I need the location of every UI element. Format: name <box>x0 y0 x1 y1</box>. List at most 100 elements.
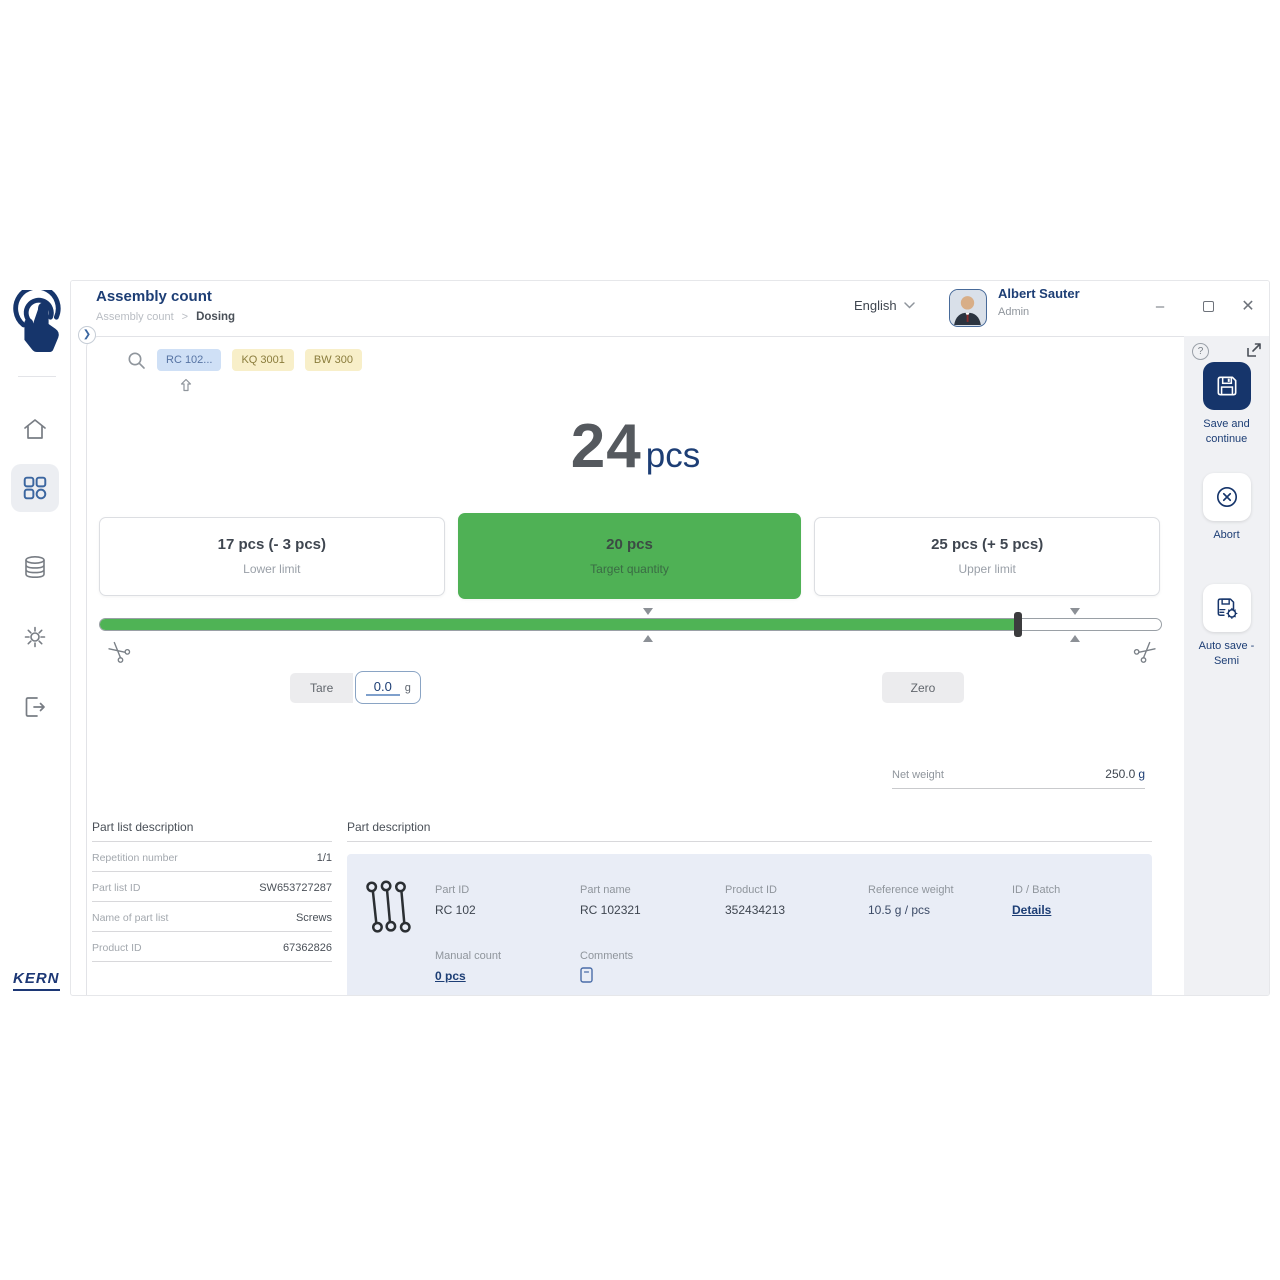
sidebar-expand-button[interactable]: ❯ <box>78 326 96 344</box>
part-tag-selected[interactable]: RC 102... <box>157 349 222 371</box>
marker-up-icon <box>1069 635 1080 642</box>
sidebar-item-settings[interactable] <box>22 624 50 652</box>
target-quantity-box[interactable]: 20 pcs Target quantity <box>457 513 802 599</box>
sidebar-item-logout[interactable] <box>22 694 50 722</box>
scissors-right-icon[interactable] <box>1131 636 1162 667</box>
field-comments: Comments <box>580 950 633 983</box>
comment-note-icon[interactable] <box>580 967 593 983</box>
breadcrumb-parent[interactable]: Assembly count <box>96 311 174 323</box>
sidebar-item-apps[interactable] <box>11 464 59 512</box>
save-and-continue-label: Save and continue <box>1203 418 1250 445</box>
floppy-save-icon <box>1217 376 1236 396</box>
row-label: Product ID <box>92 942 142 954</box>
upper-limit-label: Upper limit <box>958 562 1016 576</box>
table-row: Repetition number 1/1 <box>92 842 332 872</box>
row-label: Repetition number <box>92 852 178 864</box>
screws-part-icon <box>365 878 411 938</box>
field-value: 10.5 g / pcs <box>868 903 931 917</box>
abort-circle-x-icon <box>1216 486 1237 508</box>
breadcrumb-chevron-icon: > <box>181 311 189 323</box>
tare-value-input[interactable] <box>365 679 400 696</box>
save-and-continue-button[interactable] <box>1202 362 1251 410</box>
manual-count-link[interactable]: 0 pcs <box>435 969 466 983</box>
divider <box>18 376 56 377</box>
autosave-button[interactable] <box>1202 584 1251 632</box>
part-tag[interactable]: BW 300 <box>304 349 363 371</box>
apps-grid-icon <box>23 476 47 500</box>
floppy-gear-autosave-icon <box>1217 598 1237 619</box>
target-quantity-value: 20 pcs <box>606 536 653 553</box>
minimize-button[interactable]: – <box>1155 297 1165 315</box>
breadcrumb: Assembly count > Dosing <box>96 311 235 323</box>
part-description-title: Part description <box>347 820 1152 842</box>
field-value: RC 102321 <box>580 903 641 917</box>
avatar[interactable] <box>949 289 987 327</box>
marker-down-icon <box>1069 608 1080 615</box>
lower-limit-label: Lower limit <box>243 562 301 576</box>
home-icon <box>24 419 46 439</box>
details-link[interactable]: Details <box>1012 903 1052 917</box>
slider-track <box>99 618 1162 631</box>
app-window: Assembly count Assembly count > Dosing E… <box>70 280 1270 996</box>
part-list-title: Part list description <box>92 820 332 842</box>
arrow-up-icon[interactable] <box>179 378 193 392</box>
fill-progress-slider <box>99 608 1162 651</box>
gear-icon <box>24 626 46 648</box>
help-icon[interactable]: ? <box>1192 343 1209 360</box>
zero-button[interactable]: Zero <box>882 672 964 703</box>
target-quantity-label: Target quantity <box>590 562 669 576</box>
part-description-header: Part description <box>347 820 1152 842</box>
tare-field: g <box>355 671 422 704</box>
marker-down-icon <box>642 608 653 615</box>
part-tag[interactable]: KQ 3001 <box>232 349 294 371</box>
logout-icon <box>25 697 45 717</box>
net-weight-row: Net weight 250.0 g <box>892 767 1145 789</box>
field-label: Part ID <box>435 884 470 896</box>
field-part-id: Part ID RC 102 <box>435 884 476 917</box>
field-label: ID / Batch <box>1012 884 1061 896</box>
row-value: Screws <box>295 912 332 924</box>
lower-limit-box[interactable]: 17 pcs (- 3 pcs) Lower limit <box>99 516 445 596</box>
tare-group: Tare g <box>290 671 422 704</box>
field-label: Manual count <box>435 950 502 962</box>
window-header: Assembly count Assembly count > Dosing E… <box>71 281 1269 335</box>
slider-thumb[interactable] <box>1014 612 1023 637</box>
slider-fill <box>100 619 1018 630</box>
field-label: Reference weight <box>868 884 954 896</box>
database-icon <box>25 555 45 579</box>
upper-limit-value: 25 pcs (+ 5 pcs) <box>931 536 1044 553</box>
field-manual-count: Manual count 0 pcs <box>435 950 501 983</box>
user-name: Albert Sauter <box>998 286 1080 301</box>
scissors-left-icon[interactable] <box>103 636 134 667</box>
search-icon[interactable] <box>127 351 146 370</box>
abort-button[interactable] <box>1202 473 1251 521</box>
row-value: SW653727287 <box>259 882 332 894</box>
upper-limit-box[interactable]: 25 pcs (+ 5 pcs) Upper limit <box>814 516 1161 596</box>
row-label: Part list ID <box>92 882 141 894</box>
touch-logo-icon <box>8 290 66 356</box>
autosave-label: Auto save - Semi <box>1198 640 1255 667</box>
language-label: English <box>854 298 897 313</box>
field-value: RC 102 <box>435 903 476 917</box>
sidebar-item-home[interactable] <box>22 416 50 444</box>
row-value: 1/1 <box>316 852 332 864</box>
chevron-down-icon <box>903 302 915 309</box>
net-weight-value: 250.0 g <box>1105 767 1145 781</box>
page-title: Assembly count <box>96 288 212 305</box>
sidebar-item-database[interactable] <box>22 554 50 582</box>
field-product-id: Product ID 352434213 <box>725 884 785 917</box>
search-row: RC 102... KQ 3001 BW 300 <box>127 349 363 371</box>
net-weight-label: Net weight <box>892 769 944 781</box>
abort-action: Abort <box>1184 473 1269 543</box>
tare-button[interactable]: Tare <box>290 672 354 703</box>
net-weight-unit: g <box>1138 767 1145 781</box>
expand-icon[interactable] <box>1245 341 1263 359</box>
autosave-action: Auto save - Semi <box>1184 584 1269 669</box>
close-button[interactable]: ✕ <box>1241 298 1255 315</box>
table-row: Product ID 67362826 <box>92 932 332 962</box>
main-content-card: RC 102... KQ 3001 BW 300 24 pcs 17 pcs (-… <box>86 336 1184 995</box>
left-nav-rail: KERN <box>0 280 70 996</box>
language-selector[interactable]: English <box>854 298 915 313</box>
maximize-button[interactable] <box>1199 297 1217 315</box>
field-label: Comments <box>580 950 634 962</box>
